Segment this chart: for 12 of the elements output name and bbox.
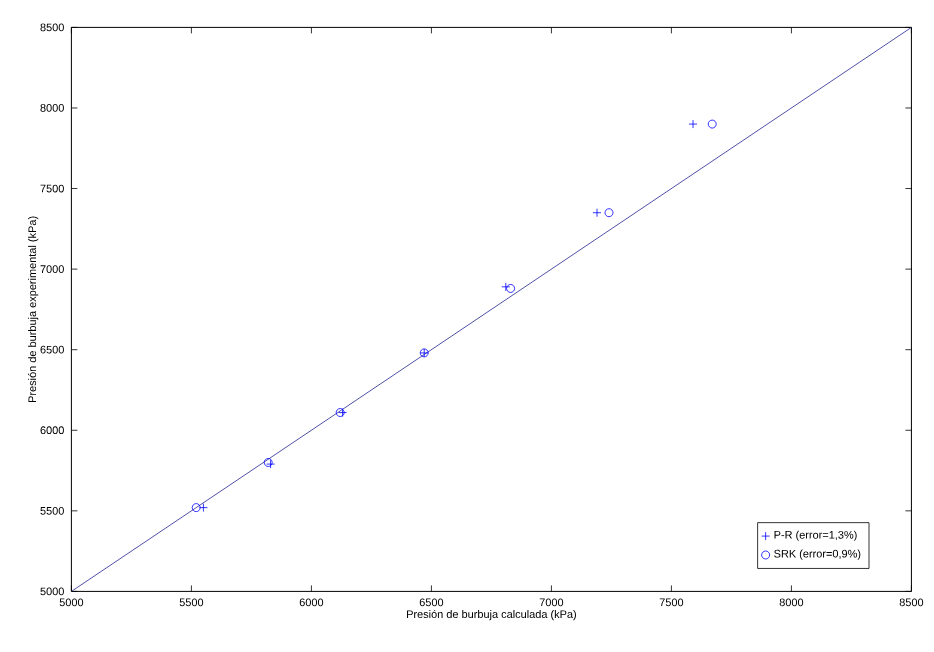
point [191,503,201,512]
point [199,503,208,512]
point [707,119,717,129]
point [266,459,275,469]
point [335,408,345,417]
point [506,284,515,293]
point [688,119,698,129]
point [604,208,614,218]
point [501,282,511,292]
point [592,208,602,218]
point [338,408,347,417]
point [263,458,273,467]
